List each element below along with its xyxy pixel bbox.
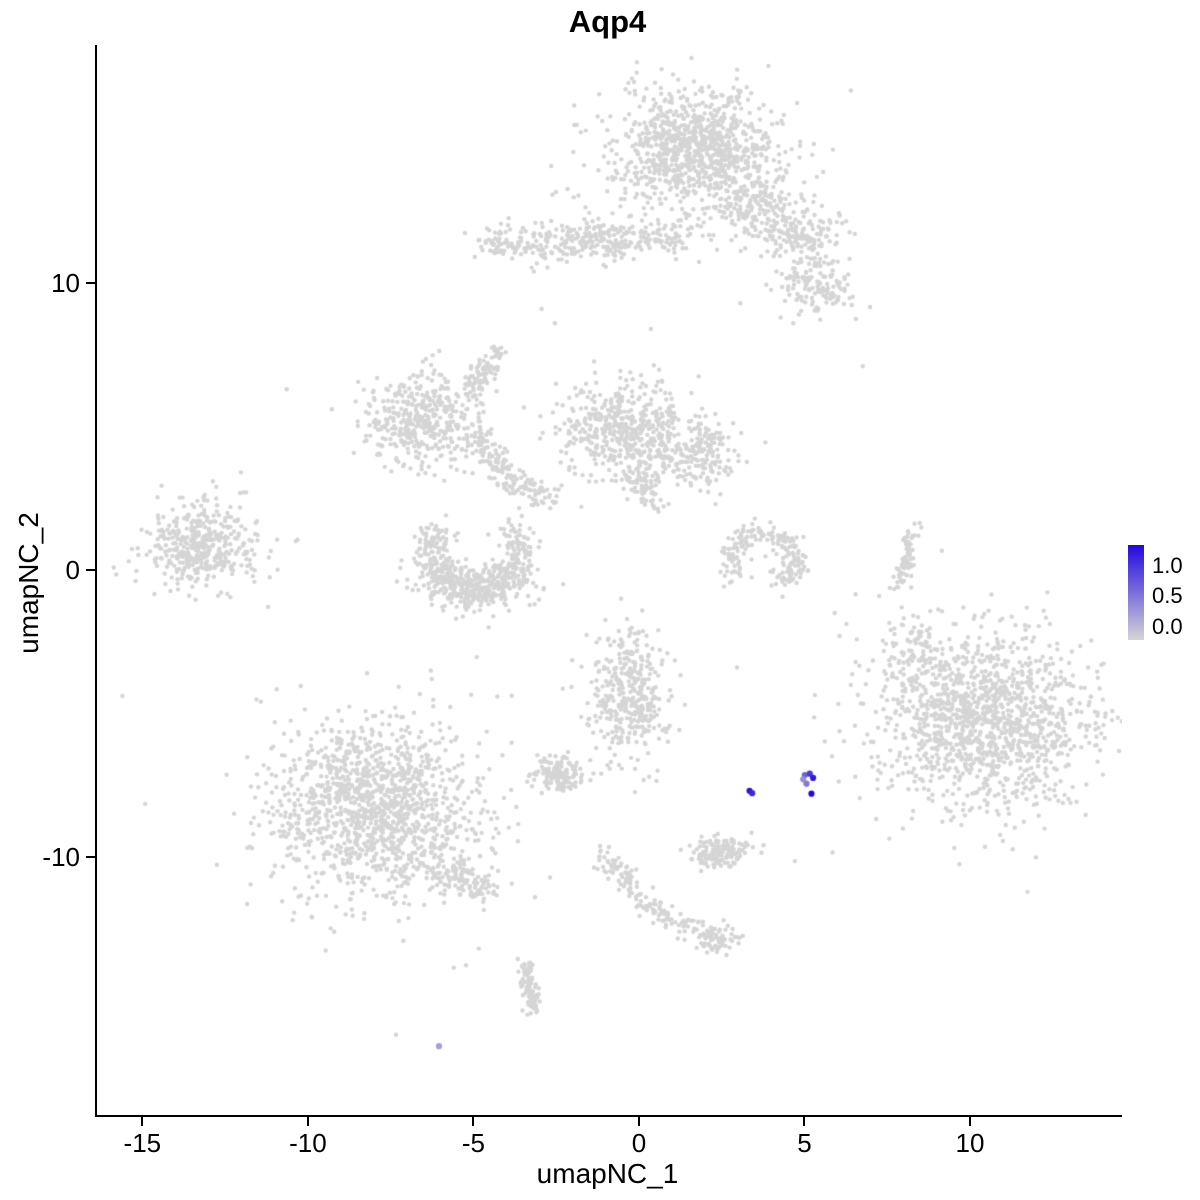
- scatter-canvas: [97, 45, 1122, 1115]
- x-axis-label: umapNC_1: [536, 1158, 679, 1189]
- y-tick-mark: [86, 855, 95, 858]
- legend-tick-label: 0.5: [1152, 583, 1183, 609]
- x-tick-label: -10: [289, 1128, 327, 1158]
- x-tick-label: -15: [123, 1128, 162, 1158]
- y-tick-label: -10: [42, 841, 80, 872]
- x-tick-mark: [637, 1117, 640, 1126]
- y-tick-mark: [86, 282, 95, 285]
- legend-gradient-bar: [1128, 545, 1144, 640]
- legend-tick-label: 1.0: [1152, 552, 1183, 578]
- legend-tick-label: 0.0: [1152, 613, 1183, 639]
- x-tick-label: 5: [797, 1128, 812, 1158]
- expression-colorbar-legend: 1.0 0.5 0.0: [1128, 545, 1198, 645]
- x-tick-mark: [141, 1117, 144, 1126]
- chart-title: Aqp4: [568, 4, 647, 39]
- y-tick-label: 10: [51, 268, 80, 299]
- x-tick-mark: [472, 1117, 475, 1126]
- x-tick-label: 10: [955, 1128, 985, 1158]
- plot-area: [95, 45, 1122, 1117]
- x-tick-mark: [803, 1117, 806, 1126]
- x-tick-label: 0: [631, 1128, 647, 1158]
- x-tick-mark: [969, 1117, 972, 1126]
- x-tick-mark: [306, 1117, 309, 1126]
- y-tick-label: 0: [65, 554, 80, 585]
- y-tick-mark: [86, 568, 95, 571]
- x-tick-label: -5: [461, 1128, 485, 1158]
